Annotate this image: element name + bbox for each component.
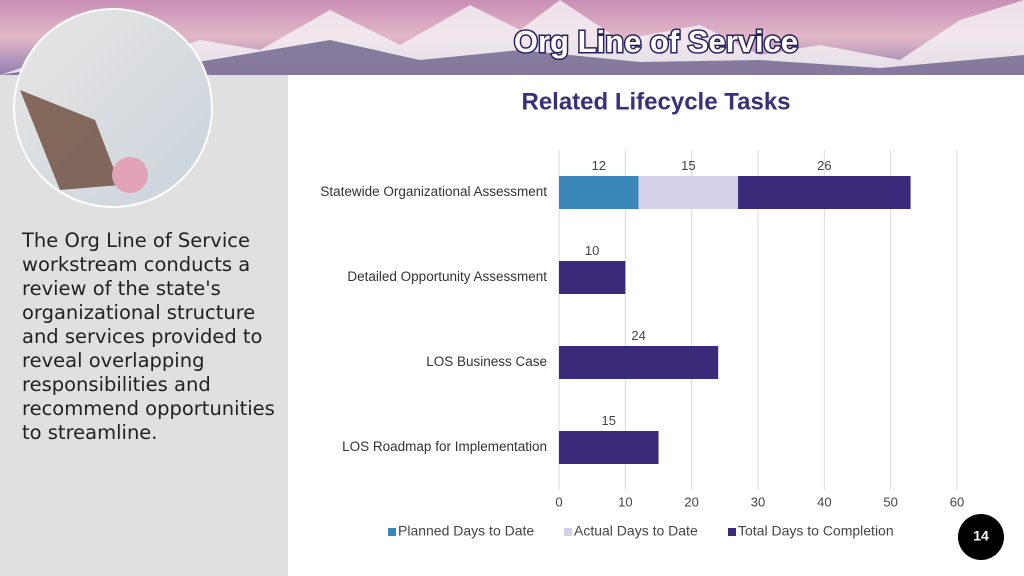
data-label: 26 — [817, 158, 831, 173]
data-label: 15 — [602, 413, 616, 428]
bar-segment — [559, 261, 626, 294]
legend-swatch — [728, 528, 736, 536]
y-tick-label: LOS Business Case — [426, 354, 547, 369]
bar-segment — [738, 176, 911, 209]
legend-label: Planned Days to Date — [398, 523, 534, 539]
legend-swatch — [388, 528, 396, 536]
x-tick-label: 40 — [817, 494, 831, 509]
data-label: 15 — [681, 158, 695, 173]
photo-hand — [20, 90, 120, 190]
bar-segment — [559, 346, 719, 379]
legend-swatch — [564, 528, 572, 536]
data-label: 10 — [585, 243, 599, 258]
y-tick-label: Detailed Opportunity Assessment — [347, 269, 547, 284]
slide-title: Org Line of Service — [514, 24, 798, 59]
data-label: 12 — [592, 158, 606, 173]
x-tick-label: 50 — [883, 494, 897, 509]
mountains-base — [0, 40, 1024, 75]
bar-segment — [638, 176, 739, 209]
x-tick-label: 20 — [684, 494, 698, 509]
page-badge — [958, 514, 1004, 560]
y-tick-label: LOS Roadmap for Implementation — [342, 439, 547, 454]
x-tick-label: 0 — [555, 494, 562, 509]
x-tick-label: 10 — [618, 494, 632, 509]
page-number: 14 — [973, 528, 989, 544]
data-label: 24 — [631, 328, 645, 343]
bar-segment — [559, 176, 639, 209]
body-text: The Org Line of Service workstream condu… — [22, 229, 275, 444]
legend-label: Actual Days to Date — [574, 523, 698, 539]
chart-title: Related Lifecycle Tasks — [521, 88, 790, 115]
photo-pie — [112, 157, 148, 193]
bar-segment — [559, 431, 659, 464]
x-tick-label: 30 — [751, 494, 765, 509]
legend-label: Total Days to Completion — [738, 523, 894, 539]
x-tick-label: 60 — [950, 494, 964, 509]
y-tick-label: Statewide Organizational Assessment — [320, 184, 547, 199]
